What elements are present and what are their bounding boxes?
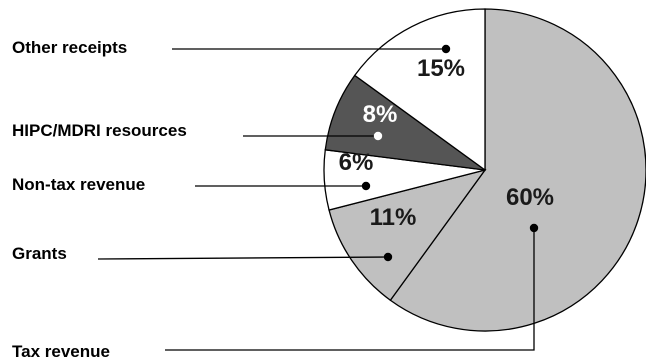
slice-value-labels: 60% 11% 6% 8% 15%: [339, 55, 554, 231]
leader-dot-grants: [383, 252, 393, 262]
slice-grants: [328, 168, 487, 302]
label-tax-revenue: Tax revenue: [12, 342, 110, 361]
label-hipc-mdri-resources: HIPC/MDRI resources: [12, 121, 187, 140]
label-grants: Grants: [12, 244, 67, 263]
leader-line-grants: [97, 256, 389, 260]
leader-dot-other-receipts: [441, 44, 451, 54]
slice-tax-revenue: [389, 8, 646, 332]
leader-dot-hipc-mdri-resources: [373, 131, 383, 141]
value-label-non-tax-revenue: 6%: [339, 149, 374, 176]
leader-dot-tax-revenue: [529, 223, 539, 233]
value-label-hipc-mdri-resources: 8%: [363, 101, 398, 128]
pie-slices: [323, 8, 646, 332]
value-label-tax-revenue: 60%: [506, 184, 554, 211]
leader-dot-non-tax-revenue: [361, 181, 371, 191]
leader-lines: [97, 44, 539, 351]
slice-labels: Tax revenue Grants Non-tax revenue HIPC/MDR…: [12, 38, 187, 361]
leader-line-tax-revenue: [165, 228, 535, 351]
label-other-receipts: Other receipts: [12, 38, 127, 57]
label-non-tax-revenue: Non-tax revenue: [12, 175, 145, 194]
value-label-grants: 11%: [370, 204, 417, 231]
value-label-other-receipts: 15%: [417, 55, 465, 82]
